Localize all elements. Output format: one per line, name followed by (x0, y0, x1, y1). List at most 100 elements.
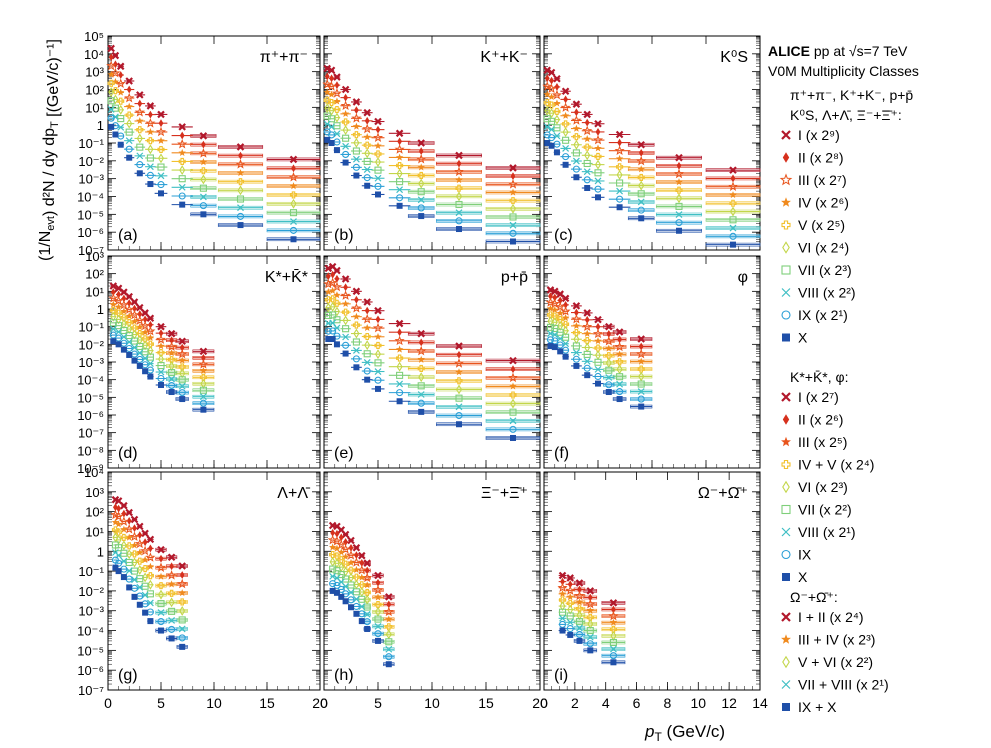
syst-box (656, 188, 702, 192)
data-point (168, 597, 175, 608)
figure-header-line2: V0M Multiplicity Classes (768, 63, 919, 79)
data-point (107, 106, 115, 113)
data-point (546, 323, 555, 331)
data-point (455, 377, 463, 385)
data-point (616, 169, 623, 180)
data-point (615, 154, 624, 162)
data-point (352, 147, 360, 155)
data-point (108, 87, 115, 97)
data-point (363, 133, 371, 141)
series-II (325, 270, 541, 374)
data-point (354, 551, 359, 560)
x-tick-label: 10 (690, 695, 706, 711)
data-point (157, 582, 165, 590)
series-IV (558, 589, 626, 626)
data-point (385, 623, 393, 631)
series-I (328, 521, 395, 601)
y-tick-label: 10⁴ (84, 465, 104, 480)
data-point (169, 336, 174, 345)
data-point (614, 145, 625, 155)
data-point (551, 89, 563, 100)
y-tick-label: 10⁻⁸ (77, 443, 104, 458)
data-point (456, 226, 462, 233)
series-V (558, 596, 626, 633)
data-point (157, 145, 165, 154)
data-point (115, 341, 122, 348)
data-point (342, 134, 350, 142)
data-point (146, 102, 155, 110)
data-point (609, 652, 617, 660)
data-point (328, 543, 337, 551)
series-I (109, 282, 215, 356)
data-point (130, 550, 139, 558)
legend-marker (781, 549, 791, 560)
syst-box (192, 394, 215, 399)
data-point (610, 659, 617, 666)
data-point (178, 123, 186, 131)
data-point (611, 605, 616, 614)
data-point (395, 319, 404, 328)
data-point (575, 598, 584, 606)
panel-d: 10⁻⁹ 10⁻⁸ 10⁻⁷ 10⁻⁶ 10⁻⁵ 10⁻⁴ 10⁻³ 10⁻² 10⁻¹ 1 10¹… (77, 249, 321, 476)
syst-box (603, 382, 615, 387)
data-point (136, 152, 144, 160)
data-point (584, 118, 590, 127)
data-point (352, 122, 361, 130)
data-point (453, 166, 465, 177)
data-point (385, 615, 393, 623)
syst-box (630, 389, 653, 394)
data-point (637, 140, 645, 149)
legend-entry-label: IX (798, 547, 812, 563)
data-point (157, 163, 165, 171)
syst-box (601, 634, 626, 638)
data-point (108, 292, 119, 303)
data-point (374, 368, 382, 375)
data-point (509, 391, 517, 399)
particle-label: K⁺+K⁻ (480, 49, 528, 66)
series-X (325, 336, 541, 441)
particle-label: p+p̄ (501, 269, 528, 286)
data-point (168, 589, 176, 597)
data-point (158, 554, 164, 563)
data-point (115, 309, 123, 317)
data-point (418, 147, 424, 156)
data-point (417, 188, 425, 196)
data-point (336, 539, 347, 550)
data-point (572, 349, 580, 357)
data-point (177, 578, 188, 589)
data-point (394, 144, 405, 154)
data-point (374, 630, 382, 638)
data-point (157, 342, 165, 350)
y-tick-label: 1 (97, 302, 104, 317)
data-point (572, 149, 580, 157)
data-point (571, 115, 582, 125)
legend-entry-label: IX (x 2¹) (798, 307, 848, 323)
data-point (616, 364, 623, 375)
data-point (107, 97, 115, 105)
syst-box (217, 179, 264, 184)
data-point (560, 306, 571, 316)
y-tick-label: 10⁻³ (78, 172, 104, 187)
x-tick-label: 15 (259, 695, 275, 711)
data-point (559, 627, 566, 634)
data-point (341, 530, 350, 539)
x-tick-label: 10 (206, 695, 222, 711)
data-point (324, 311, 332, 320)
particle-label: K*+K̄* (265, 269, 308, 286)
data-point (347, 581, 355, 589)
data-point (396, 202, 403, 209)
data-point (418, 338, 424, 347)
data-point (342, 125, 349, 136)
data-point (324, 72, 330, 81)
x-tick-label: 15 (478, 695, 494, 711)
data-point (616, 204, 623, 211)
data-point (637, 198, 645, 206)
data-point (456, 350, 462, 359)
data-point (323, 88, 331, 96)
series-IV (111, 518, 188, 597)
data-point (333, 306, 341, 317)
data-point (572, 124, 581, 132)
data-point (178, 562, 186, 570)
data-point (583, 176, 591, 184)
data-point (396, 168, 403, 179)
